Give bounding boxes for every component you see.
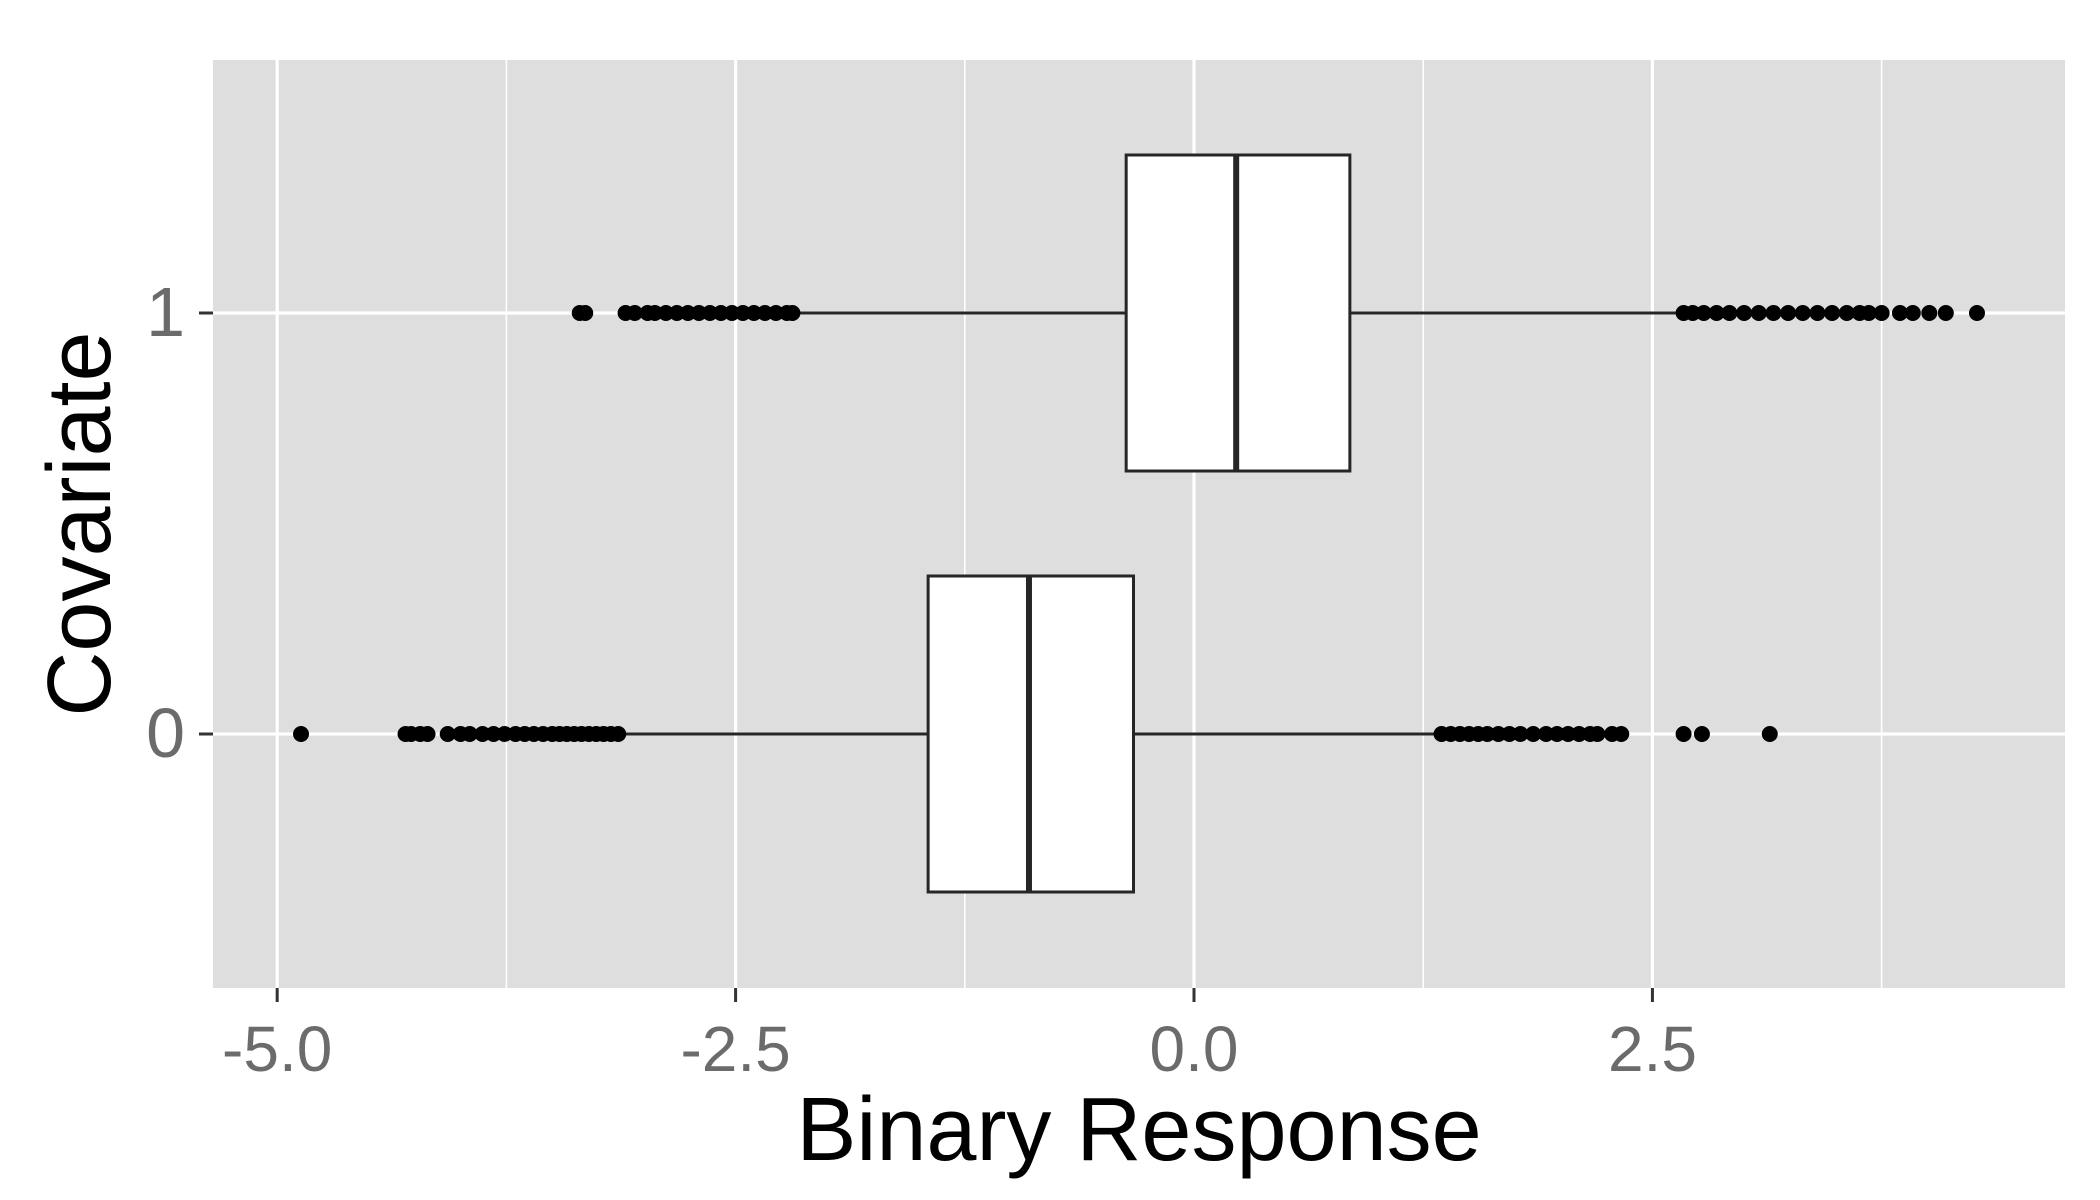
outlier-point [610,726,627,742]
outlier-point [1838,305,1855,321]
outlier-point [1501,726,1518,742]
outlier-point [1684,305,1701,321]
outlier-point [1937,305,1954,321]
outlier-point [1873,305,1890,321]
boxplots [625,153,1680,894]
outlier-point [626,305,643,321]
outlier-point [461,726,478,742]
outlier-point [1860,305,1877,321]
outlier-point [1490,726,1507,742]
outlier-point [756,305,773,321]
y-axis-title: Covariate [30,331,130,716]
outlier-point [496,726,513,742]
outlier-point [1904,305,1921,321]
outlier-point [734,305,751,321]
outlier-point [723,305,740,321]
outlier-point [1512,726,1529,742]
outlier-point [439,726,456,742]
boxplot-0 [625,574,1437,894]
outlier-point [1479,726,1496,742]
outlier-point [1968,305,1985,321]
outlier-point [745,305,762,321]
outlier-point [1549,726,1566,742]
outlier-points [293,305,1985,742]
outlier-point [1560,726,1577,742]
outlier-point [679,305,696,321]
outlier-point [1538,726,1555,742]
outlier-point [668,305,685,321]
outlier-point [1750,305,1767,321]
outlier-point [1571,726,1588,742]
outlier-point [485,726,502,742]
outlier-point [1736,305,1753,321]
outlier-point [1824,305,1841,321]
outlier-point [767,305,784,321]
outlier-point [784,305,801,321]
x-tick-label: -5.0 [222,1013,332,1085]
outlier-point [646,305,663,321]
outlier-point [1921,305,1938,321]
outlier-point [657,305,674,321]
outlier-point [701,305,718,321]
outlier-point [1780,305,1797,321]
x-axis-title: Binary Response [796,1080,1481,1180]
outlier-point [1891,305,1908,321]
outlier-point [1695,305,1712,321]
outlier-point [1525,726,1542,742]
boxplot-1 [796,153,1680,473]
outlier-point [1675,726,1692,742]
outlier-point [1589,726,1606,742]
y-tick-label: 1 [146,273,185,351]
outlier-point [419,726,436,742]
outlier-point [1761,726,1778,742]
outlier-point [577,305,594,321]
outlier-point [1721,305,1738,321]
outlier-point [690,305,707,321]
outlier-point [712,305,729,321]
x-tick-label: 0.0 [1150,1013,1239,1085]
outlier-point [474,726,491,742]
outlier-point [1693,726,1710,742]
outlier-point [1809,305,1826,321]
x-tick-label: 2.5 [1608,1013,1697,1085]
outlier-point [293,726,310,742]
outlier-point [1794,305,1811,321]
outlier-point [1765,305,1782,321]
outlier-point [1613,726,1630,742]
y-tick-label: 0 [146,694,185,772]
axis-ticks: -5.0 -2.5 0.0 2.5 0 1 [146,273,1697,1085]
x-tick-label: -2.5 [680,1013,790,1085]
outlier-point [1708,305,1725,321]
